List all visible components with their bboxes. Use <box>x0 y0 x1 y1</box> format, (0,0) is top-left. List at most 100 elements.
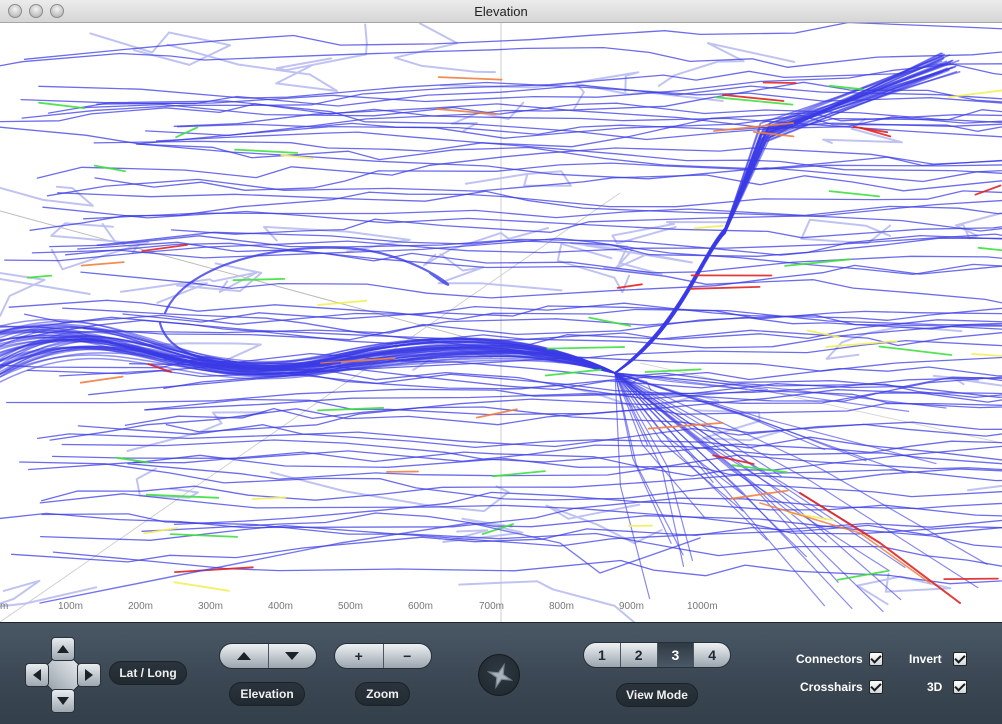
track-line <box>163 246 450 315</box>
track-line <box>828 84 864 91</box>
connectors-label: Connectors <box>796 652 863 666</box>
track-line <box>722 94 785 102</box>
track-line <box>0 46 1002 68</box>
track-line <box>759 502 931 584</box>
triangle-down-icon <box>285 652 300 660</box>
crosshairs-checkbox[interactable] <box>869 680 883 694</box>
pan-up-button[interactable] <box>51 637 75 661</box>
track-line <box>971 353 1002 357</box>
connectors-checkbox[interactable] <box>869 652 883 666</box>
track-line <box>0 579 98 608</box>
track-line <box>614 372 906 568</box>
track-line <box>0 185 94 207</box>
3d-label: 3D <box>927 680 943 694</box>
track-line <box>115 456 150 464</box>
track-line <box>731 464 788 474</box>
track-line <box>614 372 979 589</box>
track-line <box>693 224 724 230</box>
view-mode-2[interactable]: 2 <box>620 643 658 667</box>
pan-down-button[interactable] <box>51 689 75 713</box>
pan-left-button[interactable] <box>25 663 49 687</box>
track-line <box>966 484 1002 492</box>
track-line <box>614 372 693 561</box>
track-line <box>614 372 684 556</box>
track-line <box>19 461 1002 501</box>
window-title: Elevation <box>474 4 528 19</box>
3d-checkbox[interactable] <box>953 680 967 694</box>
track-line <box>147 363 172 373</box>
axis-tick-label: 400m <box>268 601 294 612</box>
track-line <box>435 108 498 115</box>
track-line <box>4 233 1002 262</box>
axis-tick-label: 100m <box>58 601 84 612</box>
track-line <box>263 225 411 253</box>
track-line <box>38 101 86 109</box>
track-line <box>80 264 1002 299</box>
axis-tick-label: 500m <box>338 601 364 612</box>
track-line <box>47 100 1002 141</box>
zoom-in-button[interactable]: + <box>335 644 384 668</box>
track-line <box>158 321 342 368</box>
zoom-label: Zoom <box>355 682 410 706</box>
view-mode-4[interactable]: 4 <box>694 643 730 667</box>
track-line <box>122 305 1002 323</box>
track-line <box>20 84 1002 107</box>
track-line <box>611 221 728 245</box>
triangle-up-icon <box>236 652 251 660</box>
track-line <box>275 23 368 72</box>
track-line <box>31 314 1002 336</box>
control-panel: Lat / Long Elevation + − Zoom 1 2 3 4 Vi… <box>0 622 1002 724</box>
track-line <box>16 319 1002 347</box>
elevation-plot[interactable]: m 100m 200m 300m 400m 500m 600m 700m 800m 900m 100… <box>0 23 1002 622</box>
track-line <box>76 102 1002 124</box>
view-mode-1[interactable]: 1 <box>584 643 621 667</box>
track-line <box>0 334 616 375</box>
zoom-out-button[interactable]: − <box>383 644 431 668</box>
track-line <box>837 569 890 581</box>
track-line <box>40 524 1002 547</box>
track-line <box>39 522 701 604</box>
track-line <box>584 244 693 270</box>
track-line <box>614 372 744 512</box>
track-line <box>83 205 1002 220</box>
compass-rose[interactable] <box>478 654 520 696</box>
track-line <box>544 368 602 377</box>
track-line <box>46 174 1002 197</box>
track-line <box>458 580 636 622</box>
track-line <box>141 244 188 252</box>
minimize-window-button[interactable] <box>29 4 43 18</box>
elevation-up-button[interactable] <box>220 644 269 668</box>
track-line <box>41 513 1002 567</box>
axis-tick-label: 1000m <box>687 601 718 612</box>
track-line <box>647 422 724 430</box>
track-line <box>588 316 632 327</box>
track-line <box>64 242 1002 304</box>
track-line <box>0 271 91 317</box>
track-line <box>176 122 1002 136</box>
track-line <box>40 469 1002 502</box>
track-line <box>500 384 720 412</box>
zoom-window-button[interactable] <box>50 4 64 18</box>
track-canvas[interactable] <box>0 23 1002 622</box>
track-line <box>251 496 287 500</box>
track-line <box>36 147 1002 179</box>
track-line <box>614 65 957 374</box>
track-line <box>94 156 1002 191</box>
track-line <box>124 406 1002 437</box>
track-line <box>806 329 841 339</box>
track-line <box>799 492 961 604</box>
view-mode-3[interactable]: 3 <box>657 643 695 667</box>
track-line <box>80 261 125 267</box>
pan-right-button[interactable] <box>77 663 101 687</box>
track-line <box>173 491 1002 526</box>
track-line <box>51 444 1002 465</box>
track-line <box>614 372 768 541</box>
close-window-button[interactable] <box>8 4 22 18</box>
track-line <box>614 372 807 558</box>
track-line <box>173 581 230 592</box>
track-line <box>614 372 825 607</box>
elevation-down-button[interactable] <box>268 644 316 668</box>
track-line <box>79 375 124 384</box>
invert-checkbox[interactable] <box>953 652 967 666</box>
track-line <box>616 283 643 289</box>
